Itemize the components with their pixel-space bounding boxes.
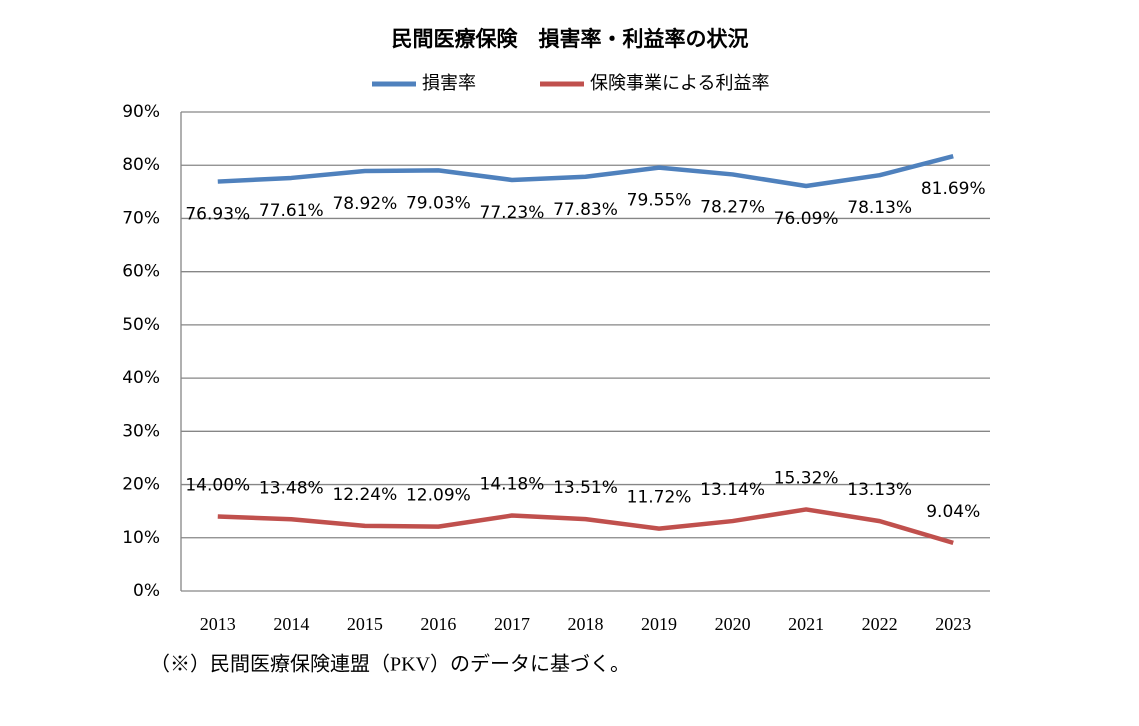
data-label: 78.13% (847, 198, 912, 218)
data-label: 13.13% (847, 480, 912, 500)
x-tick-label: 2016 (420, 614, 456, 634)
data-label: 14.18% (480, 475, 545, 495)
x-tick-label: 2019 (641, 614, 677, 634)
legend-label: 損害率 (422, 73, 476, 94)
data-label: 77.61% (259, 201, 324, 221)
x-tick-label: 2020 (715, 614, 751, 634)
x-tick-label: 2013 (200, 614, 236, 634)
legend-label: 保険事業による利益率 (590, 73, 769, 94)
data-label: 78.27% (700, 197, 765, 217)
data-label: 12.09% (406, 486, 471, 506)
y-tick-label: 90% (122, 102, 160, 122)
x-tick-label: 2014 (273, 614, 309, 634)
data-label: 14.00% (185, 475, 250, 495)
data-label: 9.04% (926, 502, 980, 522)
y-tick-label: 30% (122, 421, 160, 441)
data-label: 78.92% (332, 194, 397, 214)
y-tick-label: 60% (122, 262, 160, 282)
y-tick-label: 40% (122, 368, 160, 388)
series-line (217, 507, 954, 546)
series-line (217, 154, 954, 189)
data-label: 79.55% (627, 191, 692, 211)
y-tick-label: 70% (122, 208, 160, 228)
data-label: 15.32% (774, 468, 839, 488)
data-label: 13.14% (700, 480, 765, 500)
x-tick-label: 2021 (788, 614, 824, 634)
x-tick-label: 2022 (862, 614, 898, 634)
data-label: 77.23% (480, 203, 545, 223)
x-tick-label: 2018 (568, 614, 604, 634)
y-tick-label: 20% (122, 475, 160, 495)
x-tick-label: 2017 (494, 614, 530, 634)
note: （※）民間医療保険連盟（PKV）のデータに基づく。 (150, 653, 630, 676)
data-label: 11.72% (627, 488, 692, 508)
y-tick-label: 80% (122, 155, 160, 175)
y-tick-label: 10% (122, 528, 160, 548)
chart-title: 民間医療保険 損害率・利益率の状況 (392, 27, 749, 51)
data-label: 76.93% (185, 205, 250, 225)
data-label: 76.09% (774, 209, 839, 229)
x-tick-label: 2023 (935, 614, 971, 634)
data-label: 13.48% (259, 478, 324, 498)
data-label: 79.03% (406, 193, 471, 213)
data-label: 13.51% (553, 478, 618, 498)
data-label: 12.24% (332, 485, 397, 505)
y-tick-label: 50% (122, 315, 160, 335)
x-tick-label: 2015 (347, 614, 383, 634)
data-label: 77.83% (553, 200, 618, 220)
y-tick-label: 0% (133, 581, 160, 601)
data-label: 81.69% (921, 179, 986, 199)
